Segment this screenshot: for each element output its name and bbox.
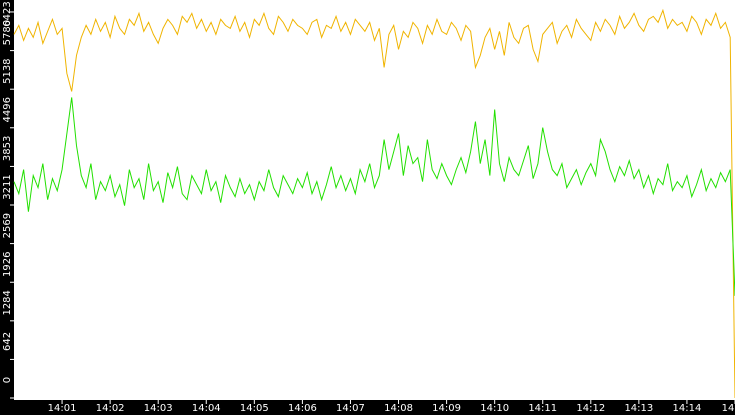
y-tick-label: 642: [2, 332, 13, 351]
x-tick-label: 14: [722, 403, 735, 414]
x-tick-label: 14:05: [240, 403, 269, 414]
y-tick-label: 4496: [2, 97, 13, 122]
x-tick-label: 14:03: [144, 403, 173, 414]
series-line: [13, 8, 735, 399]
y-tick-label: 2569: [2, 213, 13, 238]
y-tick-label: 6423: [2, 1, 13, 26]
x-tick-label: 14:04: [192, 403, 221, 414]
x-tick-label: 14:07: [336, 403, 365, 414]
x-tick-label: 14:12: [576, 403, 605, 414]
x-tick-label: 14:11: [528, 403, 557, 414]
y-tick-label: 1284: [2, 290, 13, 315]
series-line: [13, 97, 735, 296]
y-tick-label: 5138: [2, 58, 13, 83]
x-tick-label: 14:01: [48, 403, 77, 414]
x-tick-label: 14:13: [624, 403, 653, 414]
x-tick-label: 14:10: [480, 403, 509, 414]
y-tick-label: 0: [2, 377, 13, 383]
y-axis-strip: [0, 0, 14, 400]
y-tick-label: 3211: [2, 174, 13, 199]
y-tick-label: 3853: [2, 136, 13, 161]
y-tick-label: 1926: [2, 252, 13, 277]
x-axis-strip: [0, 400, 735, 415]
x-tick-label: 14:09: [432, 403, 461, 414]
x-tick-label: 14:06: [288, 403, 317, 414]
x-tick-label: 14:14: [673, 403, 702, 414]
x-tick-label: 14:02: [96, 403, 125, 414]
x-tick-label: 14:08: [384, 403, 413, 414]
y-tick-label: 5780: [2, 20, 13, 45]
